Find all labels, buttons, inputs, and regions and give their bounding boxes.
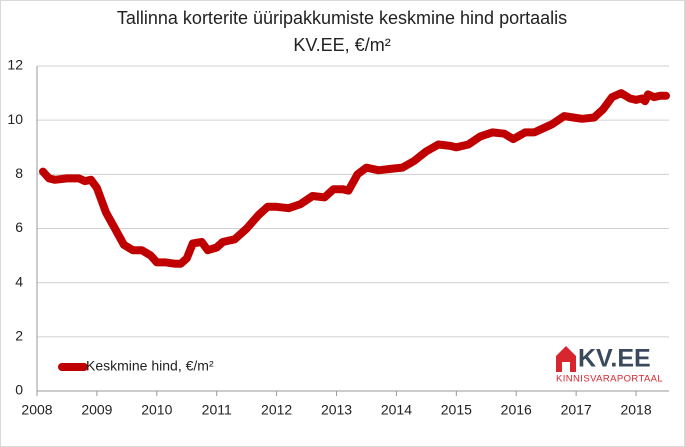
x-tick-label: 2018 xyxy=(620,402,651,418)
y-tick-label: 10 xyxy=(7,111,23,127)
chart-subtitle: KV.EE, €/m² xyxy=(293,35,390,55)
x-tick-label: 2012 xyxy=(261,402,292,418)
x-tick-label: 2011 xyxy=(202,402,232,418)
chart-title: Tallinna korterite üüripakkumiste keskmi… xyxy=(117,8,567,28)
logo-name: KV.EE xyxy=(578,345,651,373)
y-tick-label: 2 xyxy=(15,328,23,344)
y-tick-label: 12 xyxy=(7,57,23,73)
y-tick-label: 8 xyxy=(15,165,23,181)
data-line xyxy=(39,89,670,268)
x-tick-label: 2009 xyxy=(81,402,112,418)
x-tick-label: 2014 xyxy=(381,402,412,418)
x-tick-label: 2013 xyxy=(321,402,352,418)
x-tick-label: 2017 xyxy=(561,402,592,418)
x-tick-label: 2010 xyxy=(141,402,172,418)
logo-icon xyxy=(556,346,576,372)
x-tick-label: 2016 xyxy=(501,402,532,418)
logo-tagline: KINNISVARAPORTAAL xyxy=(556,374,663,385)
y-tick-label: 0 xyxy=(15,382,23,398)
logo: KV.EE KINNISVARAPORTAAL xyxy=(556,345,663,385)
x-tick-label: 2015 xyxy=(441,402,472,418)
y-tick-label: 6 xyxy=(15,219,23,235)
legend-label: Keskmine hind, €/m² xyxy=(86,358,214,374)
x-tick-label: 2008 xyxy=(21,402,52,418)
y-tick-label: 4 xyxy=(15,273,23,289)
